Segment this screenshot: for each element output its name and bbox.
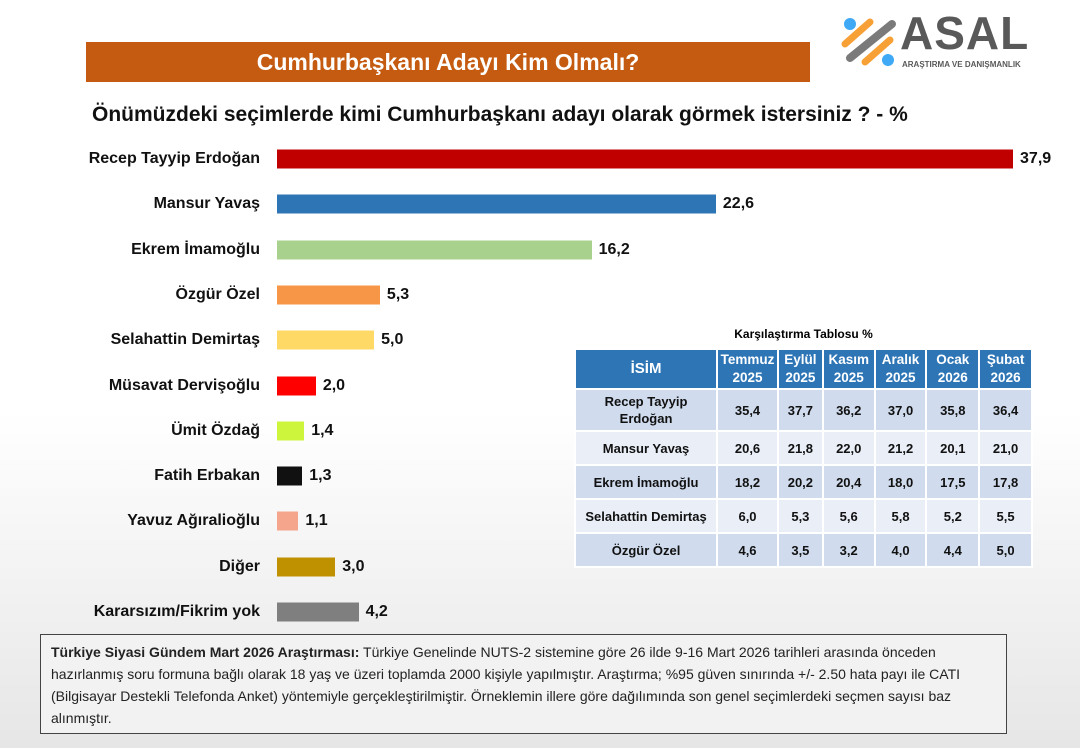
bar xyxy=(277,421,305,441)
category-label: Recep Tayyip Erdoğan xyxy=(88,150,260,167)
bar xyxy=(277,602,359,622)
data-label: 2,0 xyxy=(322,376,346,394)
data-label: 16,2 xyxy=(598,240,630,258)
logo-subtext: ARAŞTIRMA VE DANIŞMANLIK xyxy=(902,60,1021,69)
table-cell: 37,7 xyxy=(776,388,824,432)
logo-mark-icon xyxy=(841,18,896,66)
table-cell: 5,2 xyxy=(925,498,981,534)
data-label: 3,0 xyxy=(342,557,365,575)
data-label: 22,6 xyxy=(722,195,755,213)
table-cell: 17,8 xyxy=(978,464,1033,500)
data-label: 1,1 xyxy=(305,512,328,530)
table-cell: 20,1 xyxy=(925,430,981,466)
bar xyxy=(277,466,303,486)
category-label: Fatih Erbakan xyxy=(154,467,260,485)
table-cell: 21,0 xyxy=(978,430,1033,466)
table-cell: 20,4 xyxy=(821,464,876,500)
table-cell: 35,8 xyxy=(925,388,981,432)
title-banner: Cumhurbaşkanı Adayı Kim Olmalı? xyxy=(86,42,810,82)
table-cell: 5,3 xyxy=(776,498,824,534)
table-cell: 20,6 xyxy=(716,430,779,466)
bar xyxy=(277,285,380,305)
table-cell: 3,2 xyxy=(821,532,876,568)
note-text: Türkiye Genelinde NUTS-2 sistemine göre … xyxy=(51,644,961,726)
category-label: Mansur Yavaş xyxy=(153,195,260,213)
table-row: Özgür Özel 4,6 3,5 3,2 4,0 4,4 5,0 xyxy=(573,532,1033,568)
table-row: Ekrem İmamoğlu 18,2 20,2 20,4 18,0 17,5 17,8 xyxy=(573,464,1033,500)
category-label: Ümit Özdağ xyxy=(171,421,260,439)
table-cell: 3,5 xyxy=(776,532,824,568)
table-cell: 6,0 xyxy=(716,498,779,534)
bar xyxy=(277,557,336,577)
asal-logo: ASAL ARAŞTIRMA VE DANIŞMANLIK xyxy=(840,7,1040,76)
row-name: Mansur Yavaş xyxy=(573,430,719,466)
table-cell: 5,8 xyxy=(873,498,928,534)
data-label: 1,4 xyxy=(311,421,334,439)
bar xyxy=(277,240,592,260)
table-cell: 37,0 xyxy=(873,388,928,432)
column-header: Eylül 2025 xyxy=(776,348,824,390)
chart-title: Önümüzdeki seçimlerde kimi Cumhurbaşkanı… xyxy=(92,103,908,126)
table-cell: 18,2 xyxy=(716,464,779,500)
comparison-table: İSİM Temmuz 2025 Eylül 2025 Kasım 2025 Aralık 20… xyxy=(573,348,1033,568)
table-cell: 36,2 xyxy=(821,388,876,432)
bar xyxy=(277,376,316,395)
category-label: Kararsızım/Fikrim yok xyxy=(93,603,260,620)
column-header: Kasım 2025 xyxy=(821,348,876,390)
data-label: 37,9 xyxy=(1020,150,1052,167)
row-name: Selahattin Demirtaş xyxy=(573,498,719,534)
table-row: Recep Tayyip Erdoğan 35,4 37,7 36,2 37,0 35,8… xyxy=(573,388,1033,432)
category-label: Diğer xyxy=(219,557,260,575)
data-label: 5,0 xyxy=(381,331,404,349)
note-heading: Türkiye Siyasi Gündem Mart 2026 Araştırm… xyxy=(51,644,360,660)
category-label: Özgür Özel xyxy=(175,285,260,303)
table-cell: 17,5 xyxy=(925,464,981,500)
category-label: Yavuz Ağıralioğlu xyxy=(127,512,260,530)
table-cell: 5,5 xyxy=(978,498,1033,534)
row-name: Ekrem İmamoğlu xyxy=(573,464,719,500)
table-row: Mansur Yavaş 20,6 21,8 22,0 21,2 20,1 21,0 xyxy=(573,430,1033,466)
table-cell: 4,0 xyxy=(873,532,928,568)
bar xyxy=(277,194,716,214)
data-label: 5,3 xyxy=(386,285,410,303)
bar xyxy=(277,330,375,350)
table-cell: 20,2 xyxy=(776,464,824,500)
table-cell: 4,4 xyxy=(925,532,981,568)
column-header: Aralık 2025 xyxy=(873,348,928,390)
table-header-row: İSİM Temmuz 2025 Eylül 2025 Kasım 2025 Aralık 20… xyxy=(573,348,1033,390)
row-name: Özgür Özel xyxy=(573,532,719,568)
column-header: Temmuz 2025 xyxy=(716,348,779,390)
data-label: 1,3 xyxy=(309,467,332,485)
table-cell: 21,2 xyxy=(873,430,928,466)
category-label: Ekrem İmamoğlu xyxy=(131,240,260,258)
table-cell: 21,8 xyxy=(776,430,824,466)
column-header: Şubat 2026 xyxy=(978,348,1033,390)
table-cell: 5,6 xyxy=(821,498,876,534)
bar xyxy=(277,511,299,531)
bar xyxy=(277,149,1014,169)
methodology-note: Türkiye Siyasi Gündem Mart 2026 Araştırm… xyxy=(40,634,1007,734)
table-cell: 18,0 xyxy=(873,464,928,500)
table-cell: 35,4 xyxy=(716,388,779,432)
table-row: Selahattin Demirtaş 6,0 5,3 5,6 5,8 5,2 5,5 xyxy=(573,498,1033,534)
data-label: 4,2 xyxy=(365,603,388,620)
table-title: Karşılaştırma Tablosu % xyxy=(734,327,873,341)
category-label: Müsavat Dervişoğlu xyxy=(108,376,260,394)
table-cell: 4,6 xyxy=(716,532,779,568)
table-cell: 22,0 xyxy=(821,430,876,466)
logo-text: ASAL xyxy=(900,7,1030,59)
column-header: Ocak 2026 xyxy=(925,348,981,390)
column-header: İSİM xyxy=(573,348,719,390)
table-cell: 36,4 xyxy=(978,388,1033,432)
table-cell: 5,0 xyxy=(978,532,1033,568)
category-label: Selahattin Demirtaş xyxy=(110,331,260,349)
row-name: Recep Tayyip Erdoğan xyxy=(573,388,719,432)
